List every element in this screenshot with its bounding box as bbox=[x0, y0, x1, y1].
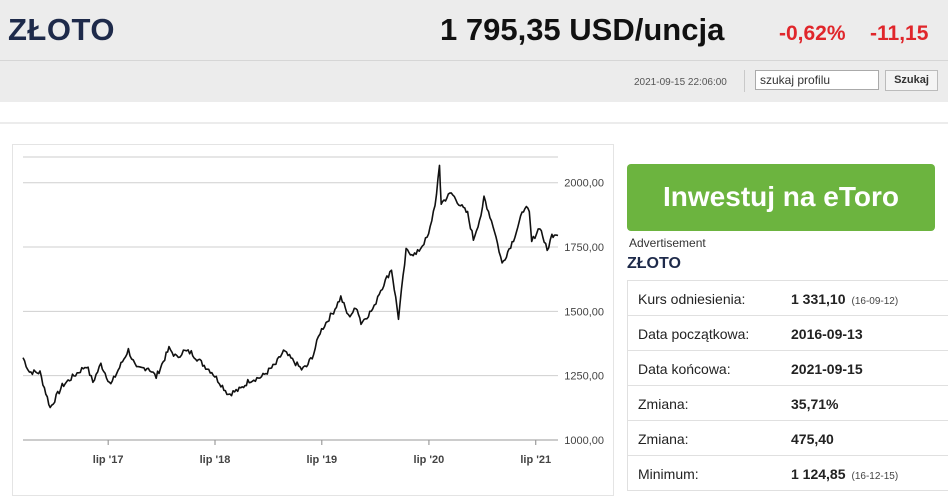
separator bbox=[744, 70, 745, 92]
x-tick-label: lip '17 bbox=[93, 454, 124, 466]
y-tick-label: 1000,00 bbox=[564, 435, 604, 447]
info-label: Minimum: bbox=[638, 466, 699, 482]
x-tick-label: lip '18 bbox=[200, 454, 231, 466]
advertisement-label: Advertisement bbox=[629, 236, 706, 250]
section-divider bbox=[0, 122, 948, 124]
info-value: 1 124,85 (16-12-15) bbox=[791, 466, 899, 482]
info-title: ZŁOTO bbox=[627, 255, 681, 272]
y-tick-label: 1500,00 bbox=[564, 306, 604, 318]
info-label: Zmiana: bbox=[638, 431, 689, 447]
info-note: (16-12-15) bbox=[851, 471, 899, 482]
y-tick-label: 2000,00 bbox=[564, 178, 604, 190]
chart-svg: 2000,00 1750,00 1500,00 1250,00 1000,00 lip '… bbox=[22, 156, 604, 466]
info-value: 1 331,10 (16-09-12) bbox=[791, 291, 899, 307]
info-row: Minimum: 1 124,85 (16-12-15) bbox=[628, 456, 948, 491]
header-bar: ZŁOTO 1 795,35 USD/uncja -0,62% -11,15 2… bbox=[0, 0, 948, 102]
info-value: 475,40 bbox=[791, 431, 834, 447]
page-title: ZŁOTO bbox=[8, 12, 115, 47]
change-absolute: -11,15 bbox=[870, 22, 929, 45]
y-tick-label: 1250,00 bbox=[564, 371, 604, 383]
info-row: Zmiana: 35,71% bbox=[628, 386, 948, 421]
y-tick-label: 1750,00 bbox=[564, 242, 604, 254]
price-value: 1 795,35 USD/uncja bbox=[440, 12, 725, 47]
info-label: Data końcowa: bbox=[638, 361, 731, 377]
x-tick-label: lip '20 bbox=[414, 454, 445, 466]
info-row: Zmiana: 475,40 bbox=[628, 421, 948, 456]
info-label: Zmiana: bbox=[638, 396, 689, 412]
info-note: (16-09-12) bbox=[851, 296, 899, 307]
search-button[interactable]: Szukaj bbox=[885, 70, 938, 91]
price-series-line bbox=[22, 164, 559, 409]
info-value: 35,71% bbox=[791, 396, 839, 412]
info-row: Data początkowa: 2016-09-13 bbox=[628, 316, 948, 351]
header-divider bbox=[0, 60, 948, 61]
change-percent: -0,62% bbox=[779, 22, 846, 45]
info-value: 2021-09-15 bbox=[791, 361, 863, 377]
x-tick-label: lip '19 bbox=[306, 454, 337, 466]
info-label: Data początkowa: bbox=[638, 326, 750, 342]
price-chart: 2000,00 1750,00 1500,00 1250,00 1000,00 lip '… bbox=[12, 144, 614, 496]
info-table: Kurs odniesienia: 1 331,10 (16-09-12) Dat… bbox=[627, 280, 948, 491]
search-input[interactable] bbox=[755, 70, 879, 90]
info-value: 2016-09-13 bbox=[791, 326, 863, 342]
info-label: Kurs odniesienia: bbox=[638, 291, 746, 307]
info-row: Data końcowa: 2021-09-15 bbox=[628, 351, 948, 386]
x-tick-label: lip '21 bbox=[520, 454, 551, 466]
timestamp: 2021-09-15 22:06:00 bbox=[634, 77, 727, 88]
etoro-ad-button[interactable]: Inwestuj na eToro bbox=[627, 164, 935, 231]
info-row: Kurs odniesienia: 1 331,10 (16-09-12) bbox=[628, 281, 948, 316]
